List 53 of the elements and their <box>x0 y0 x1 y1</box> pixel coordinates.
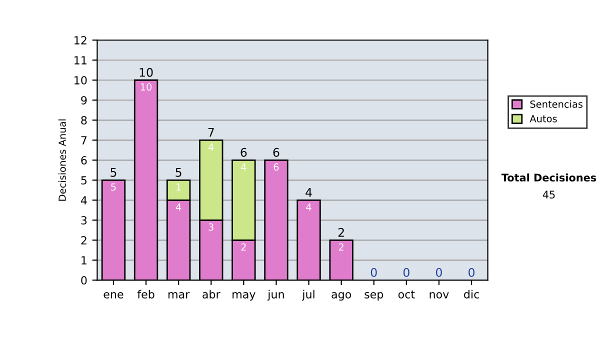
legend-label: Autos <box>530 115 557 122</box>
y-tick-label: 4 <box>80 196 87 204</box>
y-tick-label: 2 <box>81 236 86 244</box>
x-tick-label: jul <box>302 290 314 301</box>
total-label: 0 <box>370 268 377 277</box>
total-label: 6 <box>240 148 247 157</box>
data-label: 3 <box>208 223 214 231</box>
x-tick-label: feb <box>137 290 154 298</box>
y-tick-label: 12 <box>74 36 86 44</box>
total-label: 2 <box>338 228 344 237</box>
data-label: 5 <box>111 183 116 191</box>
x-tick-label: jun <box>267 290 284 301</box>
x-tick-label: mar <box>168 292 190 298</box>
text: 45 <box>542 190 555 199</box>
y-tick-label: 10 <box>74 76 87 85</box>
y-axis-title: Decisiones Anual <box>58 119 66 201</box>
y-tick-label: 8 <box>81 116 87 125</box>
data-label: 4 <box>176 203 182 211</box>
data-label: 2 <box>241 243 246 251</box>
total-label: 0 <box>436 268 442 277</box>
y-tick-label: 7 <box>81 136 87 144</box>
x-tick-label: sep <box>364 292 384 301</box>
y-tick-label: 5 <box>81 176 87 185</box>
data-label: 6 <box>274 163 279 171</box>
total-label: 4 <box>306 188 312 197</box>
y-tick-label: 6 <box>81 156 87 165</box>
total-label: 5 <box>110 168 116 177</box>
x-tick-label: ago <box>332 292 352 301</box>
x-tick-label: dic <box>464 290 479 298</box>
total-label: 0 <box>468 268 474 277</box>
total-label: 0 <box>403 268 410 277</box>
data-label: 1 <box>176 183 181 191</box>
total-label: 6 <box>273 148 280 157</box>
x-tick-label: nov <box>430 292 449 298</box>
text: Total Decisiones <box>501 173 596 182</box>
data-label: 10 <box>140 83 152 91</box>
data-label: 2 <box>338 243 344 251</box>
data-label: 4 <box>208 143 214 151</box>
total-label: 7 <box>208 128 214 137</box>
y-tick-label: 0 <box>81 276 87 285</box>
x-tick-label: ene <box>104 292 124 298</box>
y-tick-label: 11 <box>74 56 86 64</box>
data-label: 4 <box>306 203 312 211</box>
data-label: 4 <box>241 163 246 171</box>
x-tick-label: oct <box>398 290 415 298</box>
x-tick-label: abr <box>202 290 220 298</box>
total-label: 5 <box>176 168 182 177</box>
y-tick-label: 1 <box>82 256 86 264</box>
total-label: 10 <box>140 68 153 77</box>
x-tick-label: may <box>232 292 256 301</box>
y-tick-label: 3 <box>81 216 87 225</box>
y-tick-label: 9 <box>81 96 87 105</box>
legend-label: Sentencias <box>530 100 583 108</box>
